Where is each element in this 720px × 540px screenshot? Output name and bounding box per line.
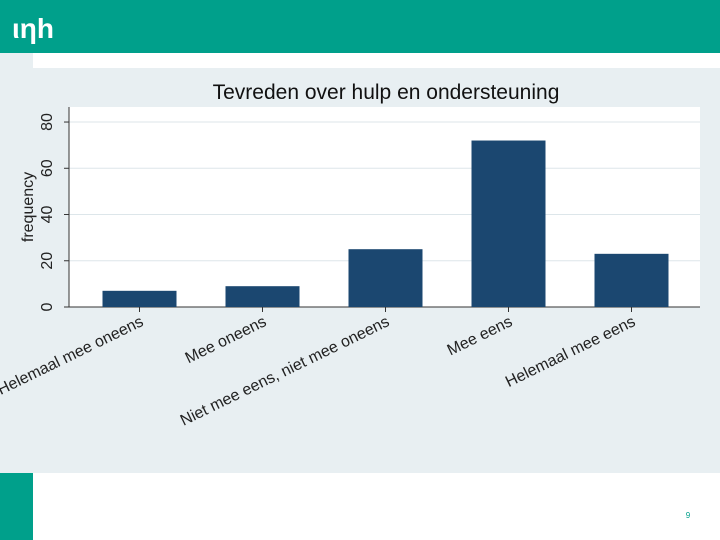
bar <box>348 249 423 307</box>
side-strip <box>0 473 33 540</box>
y-tick-label: 40 <box>39 206 56 224</box>
y-axis-label: frequency <box>20 172 37 242</box>
y-tick-label: 80 <box>39 113 56 131</box>
bar <box>102 290 177 307</box>
chart-title: Tevreden over hulp en ondersteuning <box>213 81 560 104</box>
y-tick-label: 20 <box>39 252 56 270</box>
y-tick-label: 60 <box>39 159 56 177</box>
bar <box>471 140 546 307</box>
y-tick-label: 0 <box>39 302 56 311</box>
side-strip <box>0 53 33 68</box>
bar <box>594 253 669 307</box>
page-number: 9 <box>686 511 691 520</box>
bar <box>225 286 300 307</box>
header-bar <box>0 0 720 53</box>
logo: ιηh <box>12 13 54 44</box>
